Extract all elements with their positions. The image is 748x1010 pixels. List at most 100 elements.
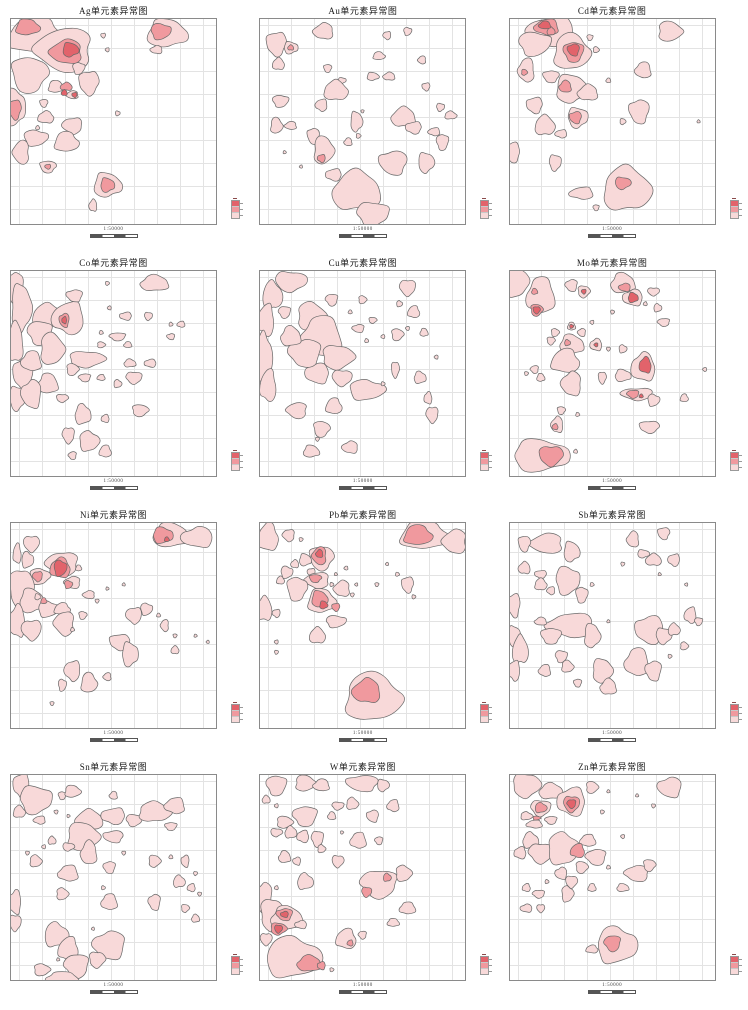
legend-colorbar: [729, 702, 744, 723]
anomaly-blob: [657, 572, 662, 577]
anomaly-blob: [683, 582, 688, 587]
anomaly-blob: [513, 846, 526, 860]
legend-color-cell: [481, 711, 493, 717]
anomaly-blob: [102, 861, 116, 874]
legend-color-cell: [730, 717, 742, 722]
scale-bar: 1:50000: [259, 479, 466, 490]
anomaly-blob: [541, 70, 560, 84]
anomaly-blob: [385, 561, 390, 566]
legend-caption-mark: [731, 450, 736, 451]
anomaly-blob: [382, 71, 396, 81]
anomaly-blob: [186, 883, 196, 893]
anomaly-blob: [41, 844, 46, 850]
anomaly-blob: [274, 649, 280, 655]
legend-cells: [480, 704, 493, 723]
map-panel: Ag单元素异常图 1:50000: [0, 1, 249, 253]
anomaly-blob: [509, 659, 520, 682]
map-canvas: [508, 774, 716, 981]
anomaly-blob: [653, 303, 662, 313]
anomaly-blob: [517, 535, 531, 553]
anomaly-blob: [272, 608, 281, 619]
anomaly-blob: [597, 371, 607, 385]
anomaly-blob: [401, 576, 415, 594]
anomaly-blob: [374, 582, 380, 587]
anomaly-blob: [587, 883, 597, 892]
map-canvas: [259, 774, 467, 981]
anomaly-blob: [350, 110, 364, 133]
anomaly-blob: [642, 301, 648, 307]
legend-color-cell: [730, 453, 742, 459]
legend-cells: [231, 200, 243, 219]
map-canvas: [259, 18, 467, 225]
legend-caption-mark: [233, 954, 237, 955]
anomaly-blob: [553, 866, 567, 881]
anomaly-blob: [425, 406, 439, 425]
anomaly-contours: [260, 271, 439, 458]
anomaly-blob: [381, 381, 386, 387]
anomaly-blob: [24, 850, 30, 856]
anomaly-blob: [525, 819, 543, 829]
map-panel: Mo单元素异常图 1:50000: [499, 253, 748, 505]
anomaly-blob: [163, 536, 170, 542]
anomaly-blob: [537, 664, 551, 677]
anomaly-blob: [701, 367, 707, 372]
anomaly-blob: [592, 46, 600, 53]
scale-text: 1:50000: [602, 731, 623, 736]
anomaly-blob: [572, 448, 578, 454]
anomaly-blob: [646, 287, 660, 297]
anomaly-blob: [380, 334, 386, 340]
legend-color-cell: [481, 717, 493, 722]
anomaly-blob: [569, 842, 585, 859]
map-panel: Sb单元素异常图 1:50000: [499, 505, 748, 757]
legend-cells: [729, 704, 742, 723]
anomaly-blob: [29, 854, 43, 868]
anomaly-blob: [650, 803, 656, 809]
anomaly-blob: [303, 444, 321, 458]
anomaly-blob: [144, 311, 153, 322]
anomaly-blob: [346, 939, 354, 947]
anomaly-blob: [56, 957, 61, 962]
anomaly-contours: [265, 22, 458, 224]
anomaly-blob: [81, 590, 95, 600]
anomaly-blob: [170, 645, 180, 655]
anomaly-blob: [69, 351, 108, 369]
anomaly-blob: [521, 883, 531, 893]
anomaly-blob: [576, 328, 586, 337]
anomaly-blob: [509, 271, 531, 298]
anomaly-blob: [59, 81, 73, 91]
anomaly-blob: [555, 565, 581, 596]
anomaly-blob: [11, 319, 24, 361]
anomaly-blob: [105, 586, 110, 591]
map-title: Sn单元素异常图: [79, 762, 148, 772]
anomaly-blob: [115, 110, 121, 117]
anomaly-blob: [67, 451, 77, 461]
anomaly-blob: [97, 341, 107, 349]
anomaly-blob: [100, 177, 116, 193]
anomaly-blob: [331, 602, 341, 612]
scale-bar: 1:50000: [10, 479, 217, 490]
scale-line-graphic: [338, 738, 387, 742]
anomaly-blob: [421, 82, 431, 92]
anomaly-blob: [538, 446, 564, 468]
legend-caption-mark: [482, 450, 487, 451]
anomaly-blob: [550, 328, 560, 337]
anomaly-blob: [314, 98, 328, 112]
anomaly-contours: [260, 775, 417, 979]
anomaly-blob: [102, 672, 112, 682]
anomaly-blob: [40, 331, 67, 365]
anomaly-blob: [418, 152, 436, 174]
anomaly-blob: [548, 154, 562, 172]
anomaly-blob: [108, 332, 127, 342]
anomaly-blob: [75, 564, 83, 572]
anomaly-blob: [163, 797, 185, 815]
map-title: Ag单元素异常图: [79, 6, 148, 16]
anomaly-blob: [356, 133, 362, 139]
legend-color-cell: [232, 453, 243, 459]
anomaly-blob: [270, 828, 284, 838]
scale-text: 1:50000: [352, 731, 373, 736]
anomaly-blob: [440, 528, 466, 554]
anomaly-blob: [427, 127, 441, 137]
anomaly-blob: [64, 580, 74, 590]
anomaly-blob: [272, 95, 290, 108]
legend-caption-mark: [731, 702, 736, 703]
